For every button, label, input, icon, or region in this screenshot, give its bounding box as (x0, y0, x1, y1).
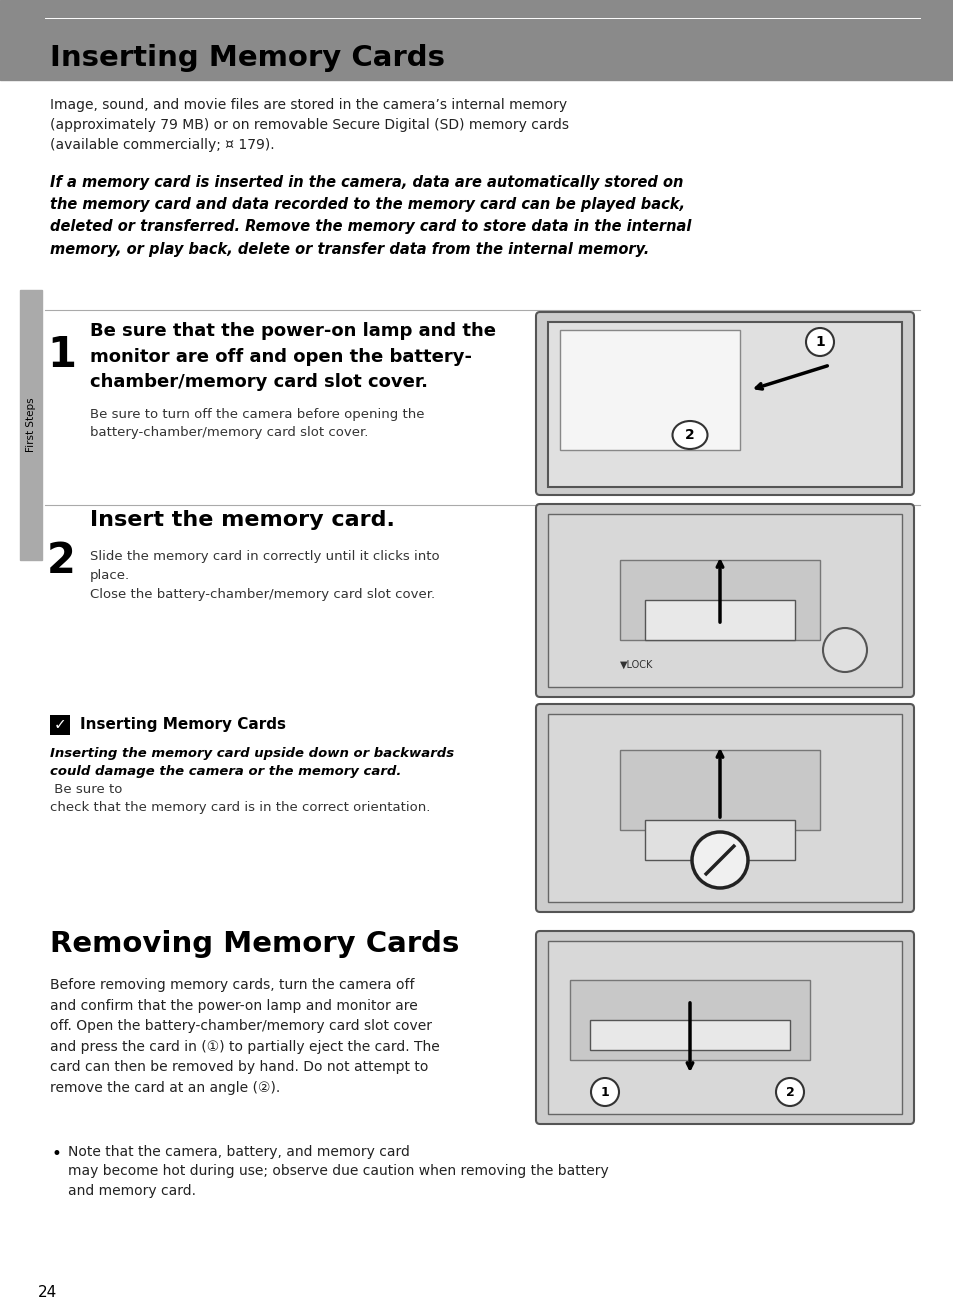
Text: Before removing memory cards, turn the camera off
and confirm that the power-on : Before removing memory cards, turn the c… (50, 978, 439, 1095)
FancyBboxPatch shape (536, 311, 913, 495)
Bar (569, 980, 809, 1060)
Text: 1: 1 (600, 1085, 609, 1099)
Ellipse shape (672, 420, 707, 449)
Bar (50, 715, 70, 735)
Text: •: • (52, 1144, 62, 1163)
Bar (619, 750, 820, 830)
Bar (559, 330, 740, 449)
Text: Removing Memory Cards: Removing Memory Cards (50, 930, 459, 958)
Text: Insert the memory card.: Insert the memory card. (90, 510, 395, 530)
Text: ✓: ✓ (53, 717, 67, 732)
Bar (547, 514, 901, 687)
Text: First Steps: First Steps (26, 398, 36, 452)
Text: Image, sound, and movie files are stored in the camera’s internal memory
(approx: Image, sound, and movie files are stored… (50, 99, 568, 152)
Bar (0, 0, 953, 80)
Circle shape (775, 1077, 803, 1106)
Circle shape (805, 328, 833, 356)
Text: Inserting Memory Cards: Inserting Memory Cards (50, 43, 444, 72)
Bar (547, 941, 901, 1114)
Text: 1: 1 (47, 334, 76, 376)
Circle shape (691, 832, 747, 888)
Bar (547, 714, 901, 901)
Text: Inserting Memory Cards: Inserting Memory Cards (80, 717, 286, 732)
Bar (20, 290, 42, 560)
Text: 24: 24 (38, 1285, 57, 1300)
Bar (547, 322, 901, 487)
Text: Be sure to
check that the memory card is in the correct orientation.: Be sure to check that the memory card is… (50, 783, 430, 813)
Text: 2: 2 (785, 1085, 794, 1099)
Circle shape (822, 628, 866, 671)
Text: 2: 2 (47, 540, 76, 582)
Text: ▼LOCK: ▼LOCK (619, 660, 653, 670)
Text: Inserting the memory card upside down or backwards
could damage the camera or th: Inserting the memory card upside down or… (50, 746, 454, 778)
Text: Be sure to turn off the camera before opening the
battery-chamber/memory card sl: Be sure to turn off the camera before op… (90, 409, 424, 439)
Text: Slide the memory card in correctly until it clicks into
place.
Close the battery: Slide the memory card in correctly until… (90, 551, 439, 600)
Circle shape (590, 1077, 618, 1106)
FancyBboxPatch shape (536, 704, 913, 912)
Bar (589, 1020, 789, 1050)
Text: Note that the camera, battery, and memory card
may become hot during use; observ: Note that the camera, battery, and memor… (68, 1144, 608, 1198)
FancyBboxPatch shape (536, 505, 913, 696)
Bar (644, 600, 794, 640)
Text: 2: 2 (684, 428, 694, 442)
Text: If a memory card is inserted in the camera, data are automatically stored on
the: If a memory card is inserted in the came… (50, 175, 691, 256)
Bar (644, 820, 794, 859)
Text: Be sure that the power-on lamp and the
monitor are off and open the battery-
cha: Be sure that the power-on lamp and the m… (90, 322, 496, 392)
Text: 1: 1 (814, 335, 824, 350)
Bar (619, 560, 820, 640)
FancyBboxPatch shape (536, 932, 913, 1123)
